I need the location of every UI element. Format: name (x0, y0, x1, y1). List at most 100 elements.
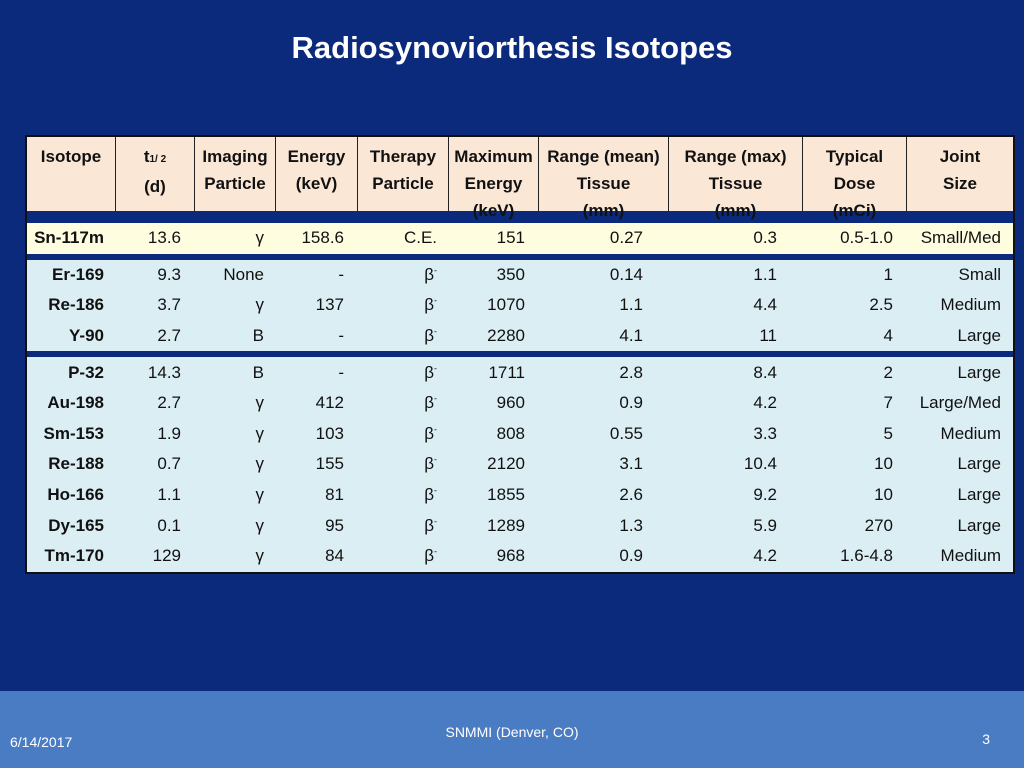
column-header-sub: Tissue (mm) (708, 174, 763, 220)
table-cell: Au-198 (47, 393, 104, 413)
table-cell: 3.3 (753, 423, 777, 443)
table-cell: Sm-153 (43, 423, 104, 443)
column-header-main: Imaging (202, 147, 268, 166)
table-cell: 2.8 (619, 362, 643, 382)
table-cell: 10 (874, 485, 893, 505)
table-cell: Small/Med (920, 228, 1001, 248)
table-cell: β- (424, 326, 437, 346)
table-cell: 4.4 (753, 295, 777, 315)
table-row: Au-198 2.7 γ 412 β- 960 0.9 4.2 7 Large/Med (27, 388, 1013, 419)
table-cell: Re-188 (48, 454, 104, 474)
table-cell: β- (424, 295, 437, 315)
footer-date: 6/14/2017 (10, 734, 73, 750)
table-cell: 10.4 (743, 454, 777, 474)
column-header: Therapy Particle (358, 137, 449, 211)
row-group: Er-169 9.3 None - β- 350 0.14 1.1 1 Small Re-186 3.… (27, 259, 1013, 352)
table-cell: Small (958, 264, 1001, 284)
column-header: Joint Size (907, 137, 1013, 211)
table-cell: Re-186 (48, 295, 104, 315)
table-cell: γ (255, 393, 265, 413)
table-cell: Large (957, 485, 1001, 505)
column-header: Imaging Particle (195, 137, 276, 211)
table-cell: 81 (325, 485, 344, 505)
table-cell: 4.2 (753, 546, 777, 566)
table-cell: β- (424, 546, 437, 566)
table-cell: Β (252, 326, 264, 346)
column-header-main: Range (max) (684, 147, 787, 166)
table-cell: β- (424, 454, 437, 474)
table-cell: γ (255, 485, 265, 505)
table-cell: β- (424, 423, 437, 443)
table-cell: 3.7 (157, 295, 181, 315)
table-cell: 1.1 (619, 295, 643, 315)
table-cell: Large (957, 326, 1001, 346)
table-cell: 1855 (487, 485, 525, 505)
table-cell: 2.5 (869, 295, 893, 315)
table-cell: 2.7 (157, 326, 181, 346)
table-cell: 1.9 (157, 423, 181, 443)
column-header: Range (mean) Tissue (mm) (539, 137, 669, 220)
table-cell: 0.9 (619, 393, 643, 413)
table-cell: Er-169 (52, 264, 104, 284)
column-header: Energy (keV) (276, 137, 358, 211)
table-cell: 158.6 (301, 228, 344, 248)
table-cell: 7 (883, 393, 893, 413)
table-cell: 4 (883, 326, 893, 346)
table-row: Tm-170 129 γ 84 β- 968 0.9 4.2 1.6-4.8 Medium (27, 541, 1013, 572)
table-cell: Large (957, 515, 1001, 535)
table-cell: γ (255, 515, 265, 535)
table-cell: 0.5-1.0 (840, 228, 893, 248)
column-header-sub: Particle (204, 174, 266, 193)
table-cell: 1.3 (619, 515, 643, 535)
table-cell: 2120 (487, 454, 525, 474)
table-cell: 1070 (487, 295, 525, 315)
column-header-main: Therapy (369, 147, 437, 166)
table-row: Dy-165 0.1 γ 95 β- 1289 1.3 5.9 270 Large (27, 510, 1013, 541)
column-header-main: Range (mean) (547, 147, 660, 166)
table-cell: 350 (496, 264, 525, 284)
table-cell: Sn-117m (34, 228, 104, 248)
table-cell: β- (424, 515, 437, 535)
table-cell: 151 (496, 228, 525, 248)
column-header-sub: Tissue (mm) (576, 174, 631, 220)
row-group: Sn-117m 13.6 γ 158.6 C.E. 151 0.27 0.3 0.5-1.0 Sm… (27, 223, 1013, 254)
column-header-sub: Particle (372, 174, 434, 193)
table-cell: 9.2 (753, 485, 777, 505)
table-cell: 1.6-4.8 (840, 546, 893, 566)
table-cell: 14.3 (147, 362, 181, 382)
column-header: t1/ 2 (d) (116, 137, 195, 211)
table-cell: None (223, 264, 264, 284)
table-row: Sm-153 1.9 γ 103 β- 808 0.55 3.3 5 Medium (27, 419, 1013, 450)
table-cell: γ (255, 546, 265, 566)
column-header-main: Isotope (40, 147, 102, 166)
column-header-main: Maximum (454, 147, 533, 166)
table-cell: P-32 (68, 362, 104, 382)
table-cell: 0.27 (609, 228, 643, 248)
column-header-main: Energy (287, 147, 346, 166)
table-cell: 9.3 (157, 264, 181, 284)
footer-center-text: SNMMI (Denver, CO) (445, 724, 579, 740)
isotope-table: Isotope t1/ 2 (d) Imaging Particle Energy (… (25, 135, 1015, 574)
table-cell: 270 (864, 515, 893, 535)
table-cell: Dy-165 (48, 515, 104, 535)
table-cell: 155 (315, 454, 344, 474)
table-cell: 4.1 (619, 326, 643, 346)
table-cell: 4.2 (753, 393, 777, 413)
column-header-sub: Size (942, 174, 978, 193)
table-cell: 412 (315, 393, 344, 413)
table-header-row: Isotope t1/ 2 (d) Imaging Particle Energy (… (27, 137, 1013, 220)
row-group: P-32 14.3 Β - β- 1711 2.8 8.4 2 Large Au-198 2.7 γ 41… (27, 357, 1013, 572)
table-cell: Large (957, 362, 1001, 382)
table-cell: 137 (315, 295, 344, 315)
table-cell: 1289 (487, 515, 525, 535)
page-number: 3 (982, 731, 990, 747)
table-cell: 968 (496, 546, 525, 566)
column-header: Typical Dose (mCi) (803, 137, 907, 220)
table-cell: - (338, 362, 344, 382)
table-cell: 1 (883, 264, 893, 284)
table-row: Ho-166 1.1 γ 81 β- 1855 2.6 9.2 10 Large (27, 480, 1013, 511)
table-cell: 0.3 (753, 228, 777, 248)
table-cell: 2.6 (619, 485, 643, 505)
table-cell: γ (255, 454, 265, 474)
table-cell: 2 (883, 362, 893, 382)
